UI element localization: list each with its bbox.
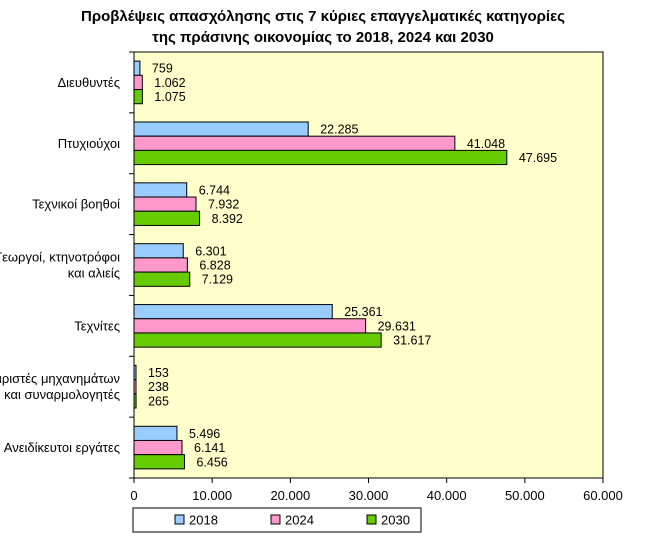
category-label: Ανειδίκευτοι εργάτες xyxy=(4,440,120,455)
bar-2018 xyxy=(133,182,188,198)
legend-label-2030: 2030 xyxy=(381,513,410,528)
bar-2030 xyxy=(133,149,508,166)
bar-2030 xyxy=(133,393,137,409)
data-label-2018: 759 xyxy=(152,62,173,76)
bar-2024 xyxy=(133,318,367,334)
data-label-2030: 1.075 xyxy=(154,90,185,104)
bar-2018 xyxy=(133,425,178,441)
bar-2024 xyxy=(133,379,137,395)
bar-2018 xyxy=(133,243,184,259)
data-label-2030: 31.617 xyxy=(393,334,431,348)
bar-2024 xyxy=(133,196,197,212)
legend-swatch-2024 xyxy=(270,514,281,525)
legend-label-2018: 2018 xyxy=(189,513,218,528)
data-label-2024: 6.828 xyxy=(199,259,230,273)
bar-2018 xyxy=(133,364,137,381)
category-label: Τεχνικοί βοηθοί xyxy=(32,197,120,212)
legend-swatch-2030 xyxy=(366,514,377,525)
x-tick-label: 20.000 xyxy=(270,488,310,503)
data-label-2018: 153 xyxy=(148,366,169,380)
category-label: Τεχνίτες xyxy=(74,318,120,333)
data-label-2018: 22.285 xyxy=(320,123,358,137)
bar-2030 xyxy=(133,271,191,287)
data-label-2030: 265 xyxy=(148,394,169,408)
data-label-2024: 7.932 xyxy=(208,198,239,212)
data-label-2018: 6.301 xyxy=(195,244,226,258)
bar-2030 xyxy=(133,332,382,348)
data-label-2030: 6.456 xyxy=(196,455,227,469)
legend-label-2024: 2024 xyxy=(285,513,314,528)
data-label-2018: 25.361 xyxy=(344,305,382,319)
x-tick-label: 50.000 xyxy=(505,488,545,503)
data-label-2024: 29.631 xyxy=(378,319,416,333)
bar-2024 xyxy=(133,439,183,456)
bar-2018 xyxy=(133,60,141,76)
data-label-2024: 6.141 xyxy=(194,441,225,455)
chart-title-line-2: της πράσινης οικονομίας το 2018, 2024 κα… xyxy=(152,29,494,46)
bar-2024 xyxy=(133,74,143,91)
bar-2030 xyxy=(133,89,143,105)
bar-2018 xyxy=(133,304,333,320)
x-tick-label: 10.000 xyxy=(192,488,232,503)
data-label-2030: 47.695 xyxy=(519,151,557,165)
data-label-2018: 5.496 xyxy=(189,427,220,441)
category-label: και αλιείς xyxy=(68,266,120,281)
category-label: Διευθυντές xyxy=(57,75,120,90)
x-tick-label: 60.000 xyxy=(583,488,623,503)
data-label-2024: 41.048 xyxy=(467,137,505,151)
bar-2030 xyxy=(133,454,185,470)
x-tick-label: 40.000 xyxy=(427,488,467,503)
x-tick-label: 30.000 xyxy=(349,488,389,503)
bar-2024 xyxy=(133,135,456,151)
legend-swatch-2018 xyxy=(174,514,185,525)
bar-2030 xyxy=(133,210,201,226)
data-label-2030: 8.392 xyxy=(212,212,243,226)
category-label: Πτυχιούχοι xyxy=(58,136,120,151)
category-label: και συναρμολογητές xyxy=(4,387,120,402)
chart-title-line-1: Προβλέψεις απασχόλησης στις 7 κύριες επα… xyxy=(81,8,565,25)
data-label-2024: 1.062 xyxy=(154,76,185,90)
data-label-2024: 238 xyxy=(148,380,169,394)
bar-2024 xyxy=(133,257,188,273)
x-tick-label: 0 xyxy=(130,488,137,503)
data-label-2030: 7.129 xyxy=(202,273,233,287)
category-label: Χειριστές μηχανημάτων xyxy=(0,371,120,386)
category-label: Γεωργοί, κτηνοτρόφοι xyxy=(0,250,120,265)
data-label-2018: 6.744 xyxy=(199,183,230,197)
bar-2018 xyxy=(133,121,309,137)
